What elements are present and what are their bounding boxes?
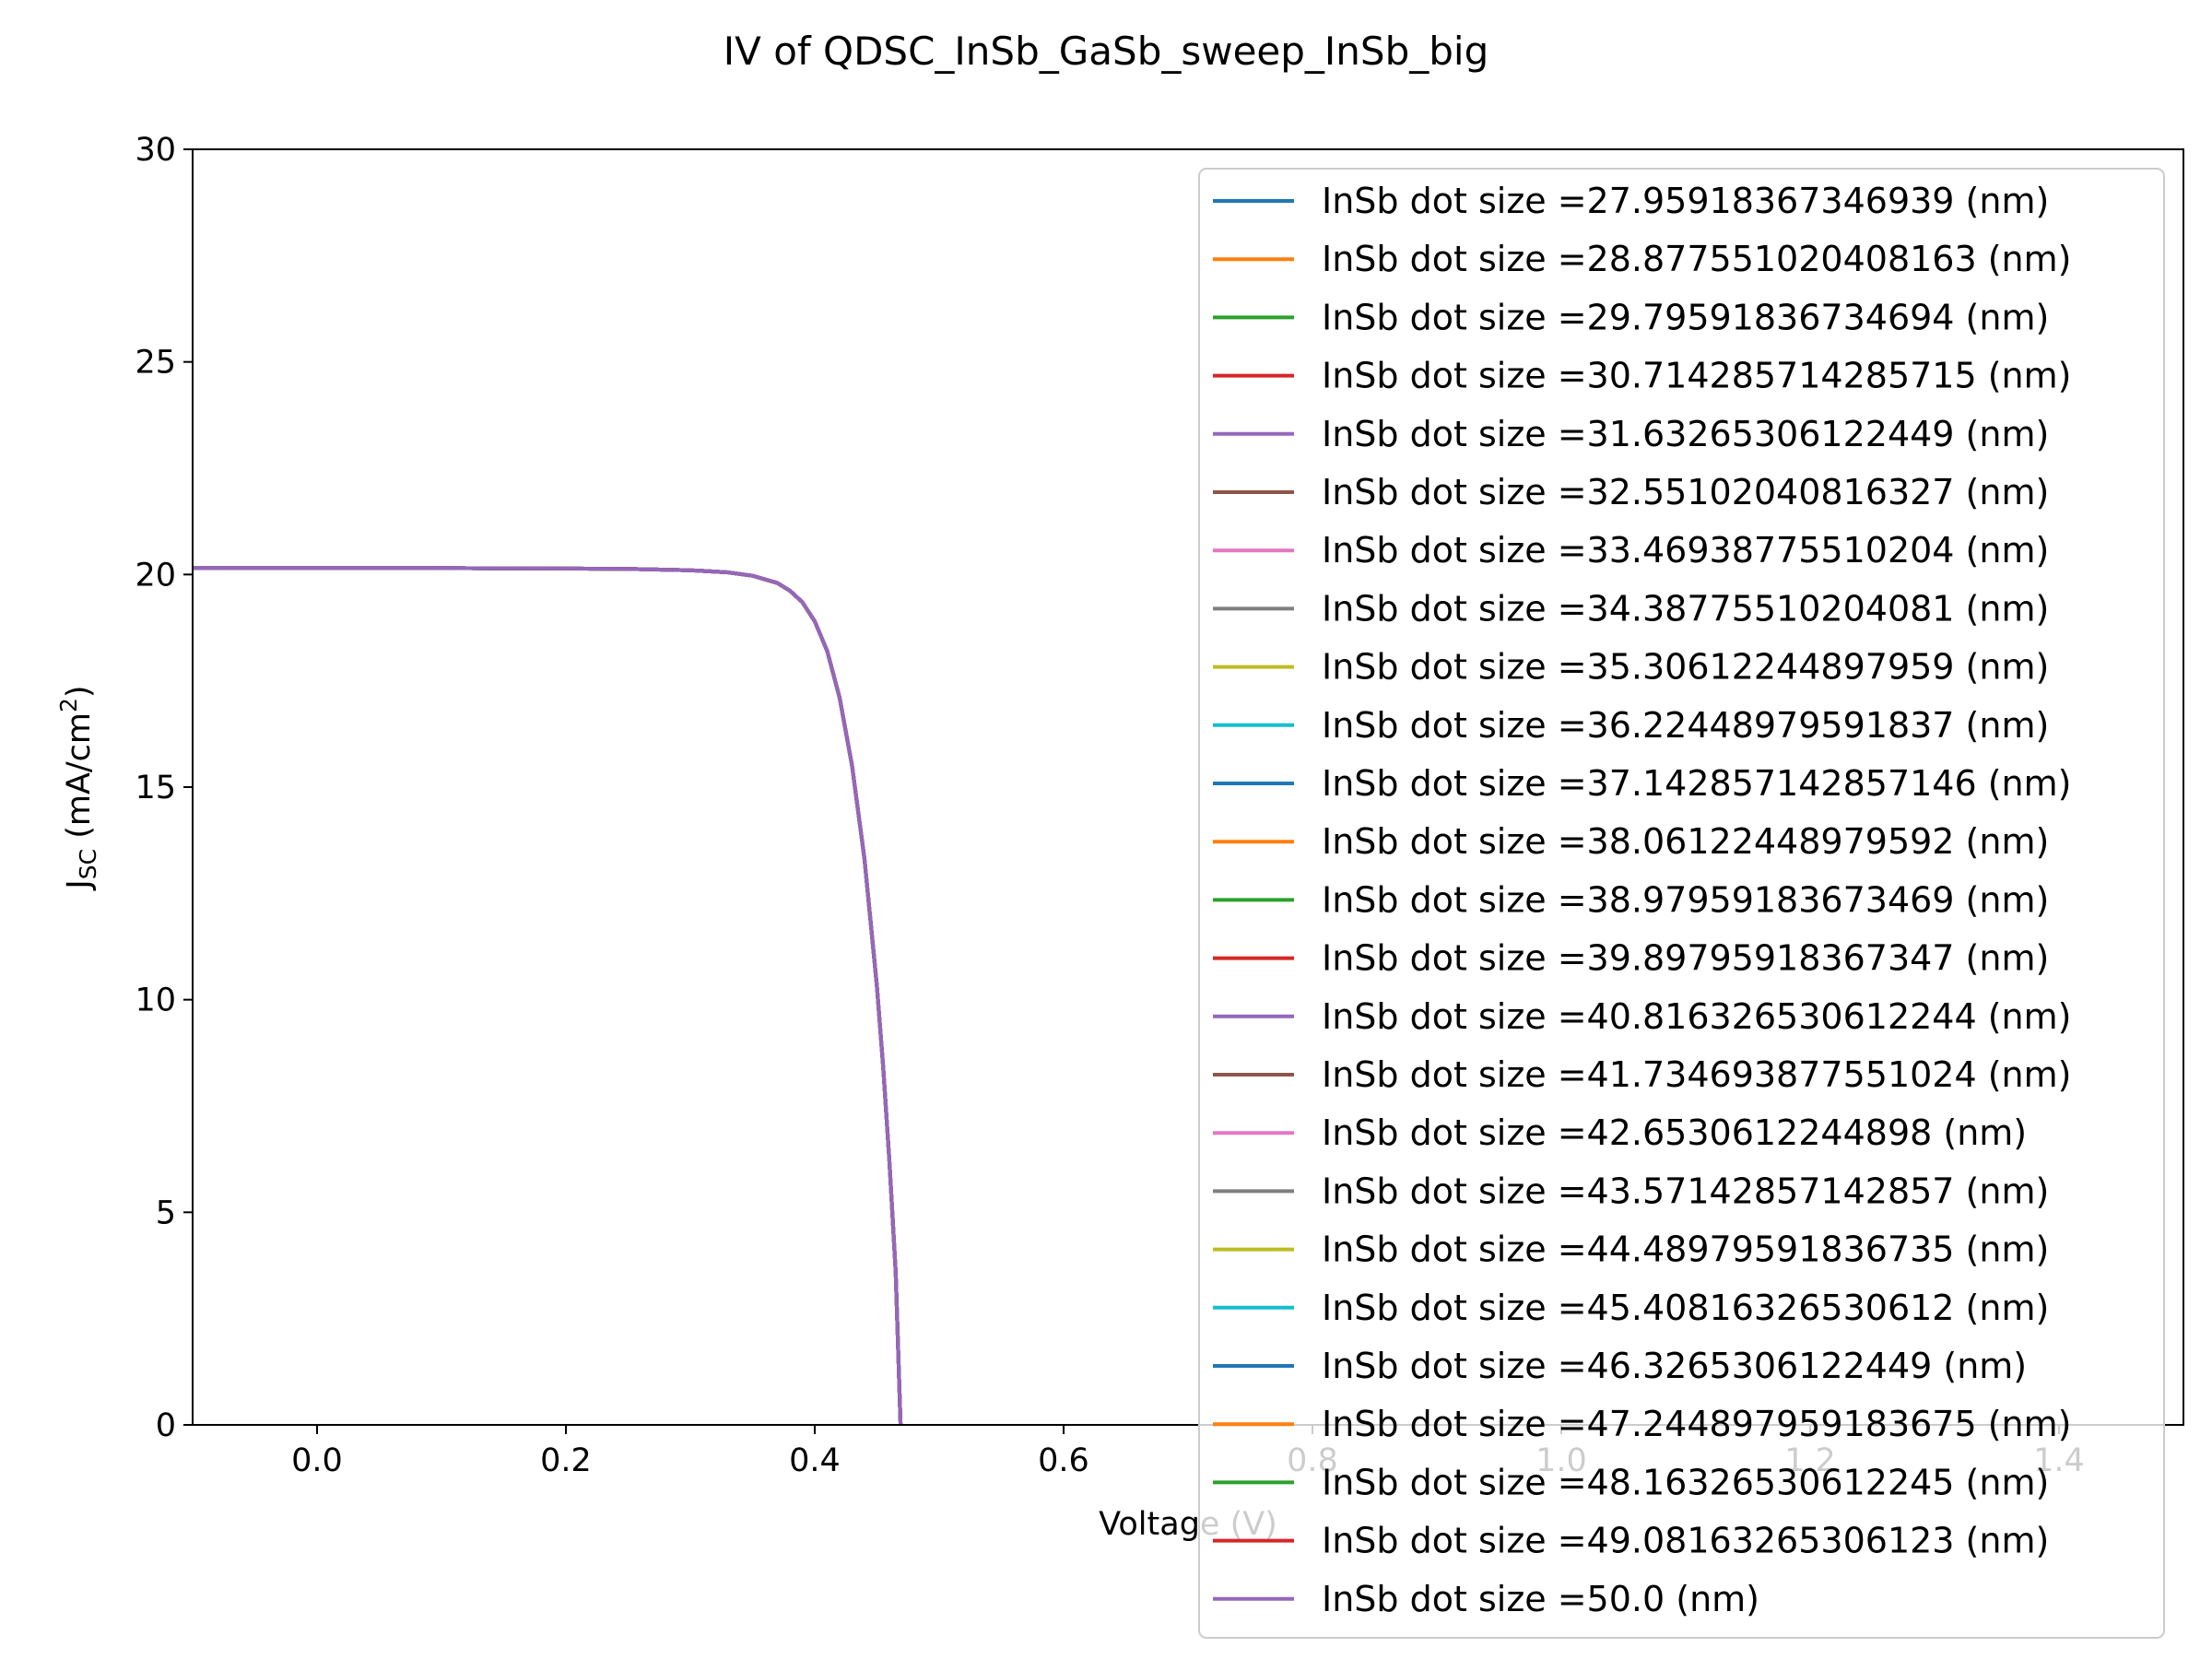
- y-tick-label: 10: [135, 982, 176, 1019]
- legend-label: InSb dot size =43.57142857142857 (nm): [1322, 1171, 2049, 1211]
- y-axis-label: JSC (mA/cm2): [55, 685, 101, 890]
- legend-label: InSb dot size =48.16326530612245 (nm): [1322, 1462, 2049, 1502]
- legend-label: InSb dot size =28.877551020408163 (nm): [1322, 239, 2071, 279]
- series-layer: [193, 566, 903, 1426]
- legend-label: InSb dot size =39.89795918367347 (nm): [1322, 938, 2049, 979]
- legend-label: InSb dot size =29.79591836734694 (nm): [1322, 297, 2049, 337]
- legend-label: InSb dot size =40.816326530612244 (nm): [1322, 996, 2071, 1037]
- legend-label: InSb dot size =47.244897959183675 (nm): [1322, 1404, 2071, 1444]
- legend-box: [1198, 168, 2165, 1639]
- y-tick-label: 0: [156, 1407, 176, 1444]
- legend-label: InSb dot size =45.40816326530612 (nm): [1322, 1288, 2049, 1328]
- legend-label: InSb dot size =36.22448979591837 (nm): [1322, 705, 2049, 746]
- legend-label: InSb dot size =33.46938775510204 (nm): [1322, 530, 2049, 571]
- legend-label: InSb dot size =30.714285714285715 (nm): [1322, 356, 2071, 396]
- y-axis-ticks: 0 5 10 15 20 25 30: [135, 132, 193, 1444]
- y-tick-label: 5: [156, 1194, 176, 1231]
- legend-label: InSb dot size =27.95918367346939 (nm): [1322, 181, 2049, 221]
- x-tick-label: 0.4: [789, 1442, 841, 1479]
- legend-label: InSb dot size =37.142857142857146 (nm): [1322, 763, 2071, 804]
- legend-label: InSb dot size =31.63265306122449 (nm): [1322, 414, 2049, 454]
- legend-label: InSb dot size =42.6530612244898 (nm): [1322, 1112, 2027, 1153]
- x-tick-label: 0.6: [1038, 1442, 1089, 1479]
- legend-label: InSb dot size =34.38775510204081 (nm): [1322, 588, 2049, 629]
- y-tick-label: 15: [135, 770, 176, 806]
- legend-label: InSb dot size =35.30612244897959 (nm): [1322, 647, 2049, 688]
- legend-label: InSb dot size =46.3265306122449 (nm): [1322, 1346, 2027, 1386]
- legend-label: InSb dot size =38.06122448979592 (nm): [1322, 821, 2049, 862]
- x-tick-label: 0.0: [291, 1442, 343, 1479]
- legend-label: InSb dot size =32.55102040816327 (nm): [1322, 472, 2049, 512]
- legend-label: InSb dot size =50.0 (nm): [1322, 1579, 1759, 1619]
- y-tick-label: 25: [135, 345, 176, 382]
- legend: InSb dot size =27.95918367346939 (nm) InS…: [1198, 168, 2165, 1639]
- legend-label: InSb dot size =41.734693877551024 (nm): [1322, 1054, 2071, 1095]
- chart-title: IV of QDSC_InSb_GaSb_sweep_InSb_big: [724, 29, 1489, 74]
- legend-label: InSb dot size =49.08163265306123 (nm): [1322, 1521, 2049, 1561]
- legend-label: InSb dot size =38.97959183673469 (nm): [1322, 879, 2049, 920]
- legend-label: InSb dot size =44.48979591836735 (nm): [1322, 1230, 2049, 1270]
- series-line-25: [193, 566, 903, 1426]
- y-tick-label: 20: [135, 557, 176, 594]
- y-tick-label: 30: [135, 132, 176, 169]
- x-tick-label: 0.2: [540, 1442, 592, 1479]
